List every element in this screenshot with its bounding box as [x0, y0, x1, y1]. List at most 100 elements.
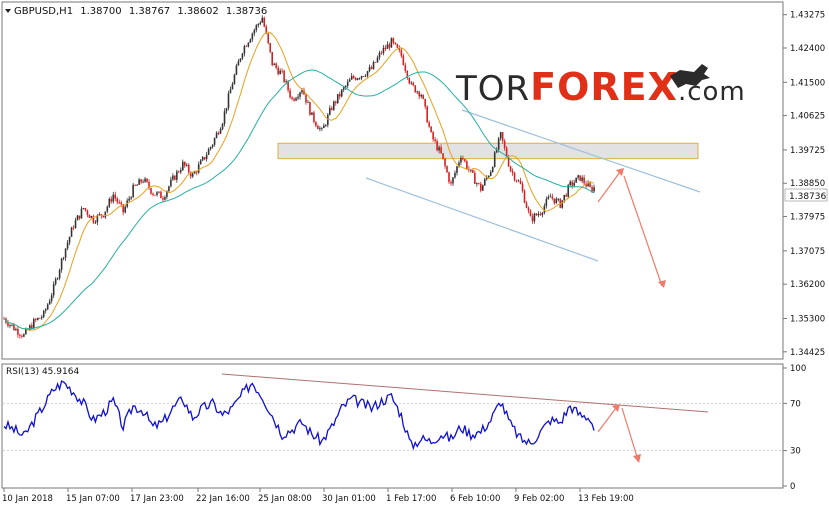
candle-body: [521, 183, 524, 191]
candle-body: [92, 216, 95, 223]
x-tick-label: 10 Jan 2018: [2, 494, 53, 504]
dropdown-triangle-icon[interactable]: [5, 9, 11, 13]
candle-body: [545, 199, 548, 206]
candle-body: [189, 172, 192, 177]
candle-body: [96, 215, 99, 223]
candle-body: [589, 183, 591, 187]
candle-body: [577, 175, 579, 178]
candle-body: [329, 108, 331, 115]
candle-body: [394, 42, 397, 45]
candle-body: [527, 207, 530, 211]
candle-body: [464, 159, 466, 162]
candle-body: [17, 329, 19, 335]
y-tick-label: 1.34425: [790, 348, 825, 358]
candle-body: [315, 121, 317, 126]
candle-body: [144, 178, 146, 182]
candle-body: [229, 89, 232, 94]
candle-body: [537, 213, 540, 216]
candle-body: [23, 334, 25, 337]
candle-body: [414, 85, 417, 93]
candle-body: [62, 257, 65, 259]
candle-body: [487, 175, 490, 178]
rsi-forecast-arrow-down[interactable]: [621, 407, 639, 461]
x-tick-label: 25 Jan 08:00: [258, 494, 312, 504]
candle-body: [187, 164, 190, 173]
candle-body: [281, 70, 283, 72]
forecast-arrowhead-down: [658, 280, 666, 288]
candle-body: [352, 76, 355, 78]
candle-body: [565, 194, 568, 197]
watermark-part-forex: FOREX: [530, 65, 678, 109]
candle-body: [201, 157, 204, 161]
candle-body: [13, 324, 15, 331]
candle-body: [293, 98, 295, 101]
channel-upper-line[interactable]: [461, 109, 701, 193]
forecast-arrow-up[interactable]: [597, 171, 621, 203]
candle-body: [507, 157, 510, 167]
x-tick-label: 6 Feb 10:00: [450, 494, 500, 504]
candle-body: [172, 175, 174, 180]
candle-body: [46, 304, 49, 310]
main-panel[interactable]: [1, 1, 784, 360]
candle-body: [54, 279, 57, 285]
candle-body: [128, 198, 130, 201]
candle-body: [400, 50, 403, 56]
candle-body: [56, 278, 59, 280]
candle-body: [291, 97, 293, 99]
candle-body: [94, 222, 97, 224]
ma-slow-line[interactable]: [3, 69, 595, 330]
candle-body: [267, 33, 270, 44]
candle-body: [7, 322, 9, 326]
candle-body: [553, 198, 556, 204]
candle-body: [485, 177, 488, 180]
forecast-arrow-down[interactable]: [623, 175, 663, 287]
y-tick-label: 1.37075: [790, 247, 825, 257]
candle-body: [404, 65, 407, 71]
candle-body: [9, 324, 11, 326]
ma-fast-line[interactable]: [3, 31, 595, 331]
candle-body: [72, 227, 75, 229]
candle-body: [466, 161, 468, 169]
resistance-zone[interactable]: [277, 142, 699, 160]
candle-body: [573, 182, 575, 186]
candle-body: [44, 309, 47, 311]
candle-body: [249, 39, 252, 43]
candle-body: [362, 76, 365, 77]
rsi-line[interactable]: [3, 380, 595, 451]
candle-body: [178, 171, 180, 173]
candle-body: [450, 182, 452, 184]
rsi-panel[interactable]: [1, 363, 784, 489]
rsi-forecast-arrow-up[interactable]: [597, 407, 617, 433]
candle-body: [334, 101, 337, 104]
candle-body: [231, 83, 234, 90]
candle-body: [436, 141, 438, 151]
candle-body: [106, 206, 109, 212]
candle-body: [233, 74, 236, 84]
candle-body: [195, 171, 198, 173]
candle-body: [472, 170, 474, 173]
candle-body: [98, 214, 101, 216]
candle-body: [31, 325, 33, 329]
candle-body: [207, 149, 210, 155]
candle-body: [68, 236, 71, 243]
candle-body: [140, 179, 142, 183]
candle-body: [221, 123, 224, 130]
candle-body: [547, 197, 550, 200]
candle-body: [317, 125, 319, 130]
candle-body: [495, 149, 498, 153]
candle-body: [251, 33, 254, 40]
candle-body: [456, 166, 458, 173]
candle-body: [525, 202, 528, 208]
candle-body: [460, 158, 462, 163]
rsi-trendline[interactable]: [221, 373, 709, 413]
candle-body: [50, 295, 53, 301]
candle-body: [183, 161, 186, 166]
candle-body: [239, 58, 242, 62]
candle-body: [491, 167, 494, 172]
channel-lower-line[interactable]: [365, 177, 599, 262]
candle-body: [80, 208, 83, 219]
candle-body: [476, 183, 478, 184]
candle-body: [223, 111, 226, 124]
candle-body: [426, 106, 428, 123]
